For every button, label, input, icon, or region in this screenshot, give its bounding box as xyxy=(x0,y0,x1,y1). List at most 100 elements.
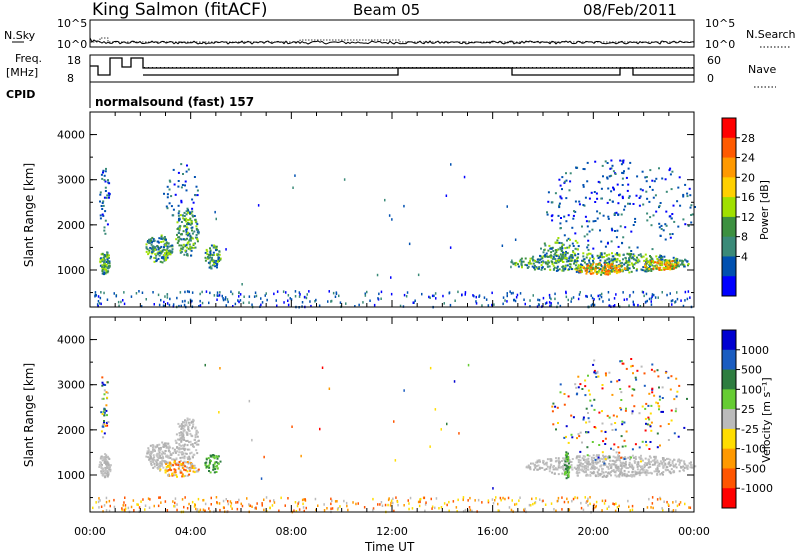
velocity-ylabel: Slant Range [km] xyxy=(22,363,36,467)
velocity-cell xyxy=(608,472,611,475)
power-cell xyxy=(655,265,658,268)
velocity-cell xyxy=(538,467,541,470)
power-cell xyxy=(659,202,662,204)
power-cell xyxy=(180,247,183,250)
power-cell xyxy=(576,260,579,262)
power-cell xyxy=(564,268,567,271)
power-cell xyxy=(628,271,631,274)
velocity-cell xyxy=(557,464,560,467)
velocity-cell xyxy=(611,393,614,396)
velocity-cell xyxy=(109,470,112,473)
power-cell xyxy=(373,303,376,307)
power-cell xyxy=(599,256,602,259)
velocity-cell xyxy=(103,432,106,435)
power-cell xyxy=(106,253,109,256)
power-cell xyxy=(160,237,163,240)
power-cell xyxy=(157,248,160,251)
power-cell xyxy=(607,263,610,265)
velocity-cell xyxy=(192,418,195,421)
velocity-cell xyxy=(167,442,170,445)
power-cell xyxy=(611,263,614,266)
velocity-cell xyxy=(303,509,305,513)
velocity-cell xyxy=(388,497,390,500)
velocity-cell xyxy=(575,386,578,389)
velocity-cell xyxy=(167,447,170,450)
power-cell xyxy=(666,293,668,297)
power-cell xyxy=(117,300,120,304)
velocity-cell xyxy=(161,450,164,453)
velocity-cell xyxy=(631,454,634,457)
velocity-cell xyxy=(645,474,648,477)
power-cell xyxy=(150,239,153,242)
velocity-cell xyxy=(515,502,518,506)
power-cell xyxy=(651,248,654,251)
power-cell xyxy=(513,262,516,265)
power-cell xyxy=(218,253,221,256)
power-cell xyxy=(620,213,623,216)
power-cell xyxy=(185,213,188,216)
power-cell xyxy=(187,210,190,213)
velocity-cell xyxy=(588,454,591,457)
velocity-cell xyxy=(109,468,112,471)
power-cell xyxy=(602,256,605,258)
y-tick-label: 4000 xyxy=(57,334,85,347)
velocity-cell xyxy=(177,438,179,441)
power-cell xyxy=(101,258,104,261)
power-cell xyxy=(287,299,289,302)
velocity-cell xyxy=(653,455,656,458)
power-cell xyxy=(559,253,562,256)
power-cell xyxy=(577,253,580,256)
velocity-cell xyxy=(593,426,596,428)
velocity-cell xyxy=(601,460,604,463)
power-cell xyxy=(661,264,663,267)
power-cell xyxy=(472,294,474,297)
velocity-cell xyxy=(648,392,651,395)
power-cell xyxy=(614,253,617,256)
velocity-cell xyxy=(578,435,581,438)
power-cell xyxy=(649,169,652,172)
power-cell xyxy=(564,266,567,269)
power-cell xyxy=(661,258,664,261)
velocity-cell xyxy=(688,506,690,509)
velocity-cell xyxy=(628,463,631,466)
velocity-cell xyxy=(185,440,188,442)
power-cell xyxy=(565,197,568,200)
power-cell xyxy=(607,215,610,218)
velocity-cell xyxy=(614,422,617,424)
power-cell xyxy=(588,197,591,200)
power-cell xyxy=(108,193,111,196)
velocity-cell xyxy=(103,457,106,460)
power-cell xyxy=(618,259,621,262)
power-cell xyxy=(622,291,624,294)
power-cell xyxy=(606,265,609,268)
velocity-cell xyxy=(191,463,194,465)
power-cell xyxy=(318,304,321,307)
power-cell xyxy=(600,252,603,255)
power-cell xyxy=(160,252,163,255)
nave-dot xyxy=(292,67,293,68)
power-cell xyxy=(660,269,663,271)
power-cell xyxy=(549,296,551,299)
power-cell xyxy=(592,220,595,223)
velocity-cell xyxy=(632,468,635,470)
velocity-cell xyxy=(189,452,192,455)
power-cell xyxy=(562,265,565,268)
power-cell xyxy=(639,253,642,256)
power-cell xyxy=(633,258,635,261)
velocity-cell xyxy=(179,471,182,474)
velocity-cell xyxy=(610,380,613,383)
power-cell xyxy=(557,214,560,217)
velocity-cell xyxy=(384,503,387,507)
velocity-cell xyxy=(633,474,636,477)
power-cell xyxy=(537,261,539,264)
power-cell xyxy=(207,253,210,256)
power-cell xyxy=(654,194,657,197)
power-cell xyxy=(541,257,544,260)
velocity-cell xyxy=(217,455,220,458)
power-cell xyxy=(115,294,117,298)
velocity-cell xyxy=(207,464,210,467)
velocity-cell xyxy=(536,461,539,464)
nave-dot xyxy=(192,67,193,68)
power-cell xyxy=(635,259,638,262)
